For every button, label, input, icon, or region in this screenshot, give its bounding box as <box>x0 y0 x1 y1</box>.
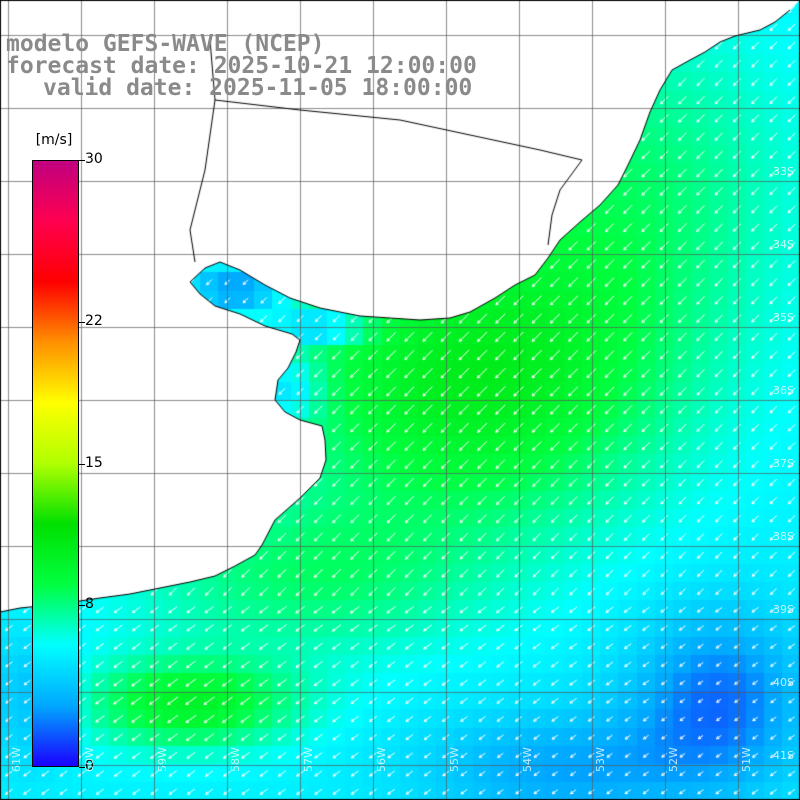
colorbar-tick-mark <box>79 160 85 161</box>
colorbar-unit: [m/s] <box>35 132 73 148</box>
colorbar-tick-label: 30 <box>85 151 103 167</box>
colorbar-tick-mark <box>79 767 85 768</box>
longitude-label: 59W <box>156 747 169 772</box>
longitude-label: 58W <box>229 747 242 772</box>
latitude-label: 38S <box>773 530 794 543</box>
latitude-label: 36S <box>773 384 794 397</box>
latitude-label: 35S <box>773 311 794 324</box>
colorbar-tick-label: 0 <box>85 758 94 774</box>
longitude-label: 55W <box>448 747 461 772</box>
longitude-label: 52W <box>667 747 680 772</box>
longitude-label: 54W <box>521 747 534 772</box>
latitude-label: 37S <box>773 457 794 470</box>
latitude-label: 33S <box>773 165 794 178</box>
latitude-label: 40S <box>773 676 794 689</box>
longitude-label: 57W <box>302 747 315 772</box>
colorbar-tick-label: 22 <box>85 312 103 329</box>
colorbar-tick-label: 8 <box>85 596 94 613</box>
colorbar-tick-mark <box>79 463 85 465</box>
colorbar-tick-label: 15 <box>85 454 103 471</box>
colorbar-tick-mark <box>79 321 85 323</box>
forecast-date: forecast date: 2025-10-21 12:00:00 <box>6 53 477 79</box>
model-title: modelo GEFS-WAVE (NCEP) <box>6 31 325 57</box>
longitude-label: 53W <box>594 747 607 772</box>
longitude-label: 56W <box>375 747 388 772</box>
longitude-label: 51W <box>740 747 753 772</box>
longitude-label: 61W <box>10 747 23 772</box>
colorbar <box>32 160 79 767</box>
latitude-label: 41S <box>773 749 794 762</box>
longitude-label: 60W <box>83 747 96 772</box>
latitude-label: 39S <box>773 603 794 616</box>
colorbar-tick-mark <box>79 605 85 607</box>
valid-date: valid date: 2025-11-05 18:00:00 <box>43 75 473 101</box>
latitude-label: 34S <box>773 238 794 251</box>
